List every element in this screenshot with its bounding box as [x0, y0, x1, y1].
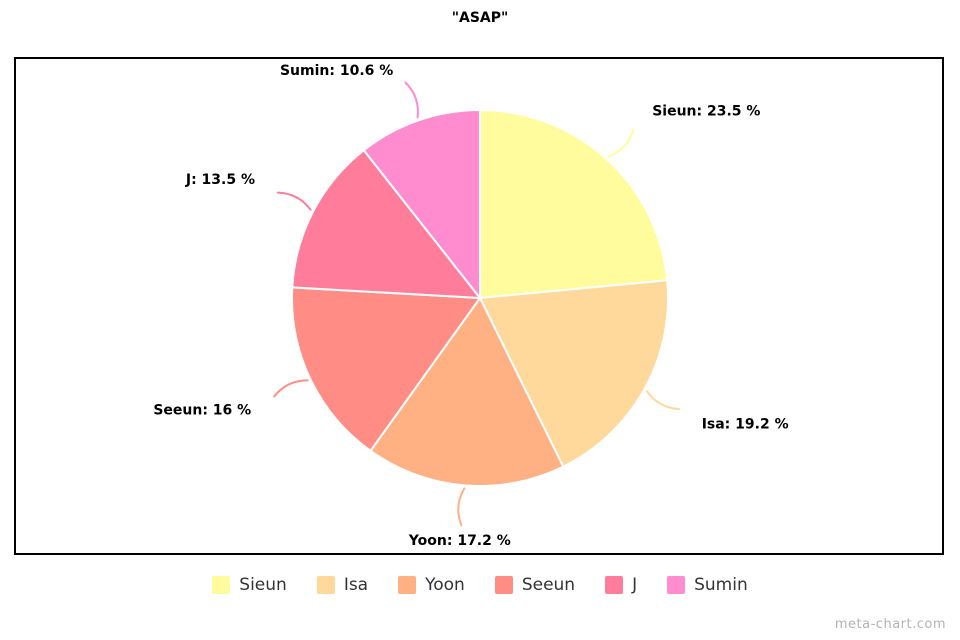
- legend: Sieun Isa Yoon Seeun J Sumin: [0, 575, 960, 595]
- callout-sumin: Sumin: 10.6 %: [280, 63, 393, 79]
- chart-frame: Sieun: 23.5 % Isa: 19.2 % Yoon: 17.2 % Seeu…: [14, 57, 944, 555]
- legend-swatch-sieun: [212, 576, 231, 594]
- legend-item-seeun[interactable]: Seeun: [494, 575, 576, 595]
- legend-label: Isa: [343, 575, 369, 595]
- callout-yoon: Yoon: 17.2 %: [408, 533, 511, 549]
- legend-label: Sieun: [239, 575, 287, 595]
- legend-item-sumin[interactable]: Sumin: [667, 575, 748, 595]
- legend-swatch-seeun: [494, 576, 513, 594]
- callout-sieun: Sieun: 23.5 %: [652, 103, 760, 119]
- legend-swatch-j: [605, 576, 624, 594]
- pie-slice-seeun[interactable]: [291, 286, 482, 453]
- legend-label: J: [632, 575, 638, 595]
- legend-swatch-yoon: [398, 576, 417, 594]
- pie-slice-isa[interactable]: [478, 279, 669, 468]
- legend-item-yoon[interactable]: Yoon: [398, 575, 465, 595]
- leader-line-sieun: [607, 128, 635, 158]
- leader-line-isa: [645, 390, 681, 411]
- legend-swatch-isa: [316, 576, 335, 594]
- callout-isa: Isa: 19.2 %: [702, 416, 789, 432]
- chart-title: "ASAP": [451, 10, 509, 26]
- pie-slice-j[interactable]: [291, 148, 483, 300]
- legend-label: Yoon: [425, 575, 465, 595]
- leader-line-j: [276, 191, 312, 211]
- legend-item-isa[interactable]: Isa: [316, 575, 369, 595]
- pie-slice-sieun[interactable]: [479, 108, 669, 300]
- legend-swatch-sumin: [667, 576, 686, 594]
- leader-line-yoon: [457, 487, 466, 527]
- legend-label: Sumin: [694, 575, 748, 595]
- leader-line-sumin: [404, 81, 419, 119]
- watermark: meta-chart.com: [834, 617, 946, 632]
- legend-label: Seeun: [521, 575, 576, 595]
- legend-item-j[interactable]: J: [605, 575, 637, 595]
- callout-j: J: 13.5 %: [185, 172, 255, 188]
- callout-seeun: Seeun: 16 %: [153, 403, 251, 419]
- pie-slice-yoon[interactable]: [369, 296, 565, 487]
- leader-line-seeun: [273, 379, 309, 398]
- pie-chart: Sieun: 23.5 % Isa: 19.2 % Yoon: 17.2 % Seeu…: [153, 63, 789, 549]
- legend-item-sieun[interactable]: Sieun: [212, 575, 287, 595]
- pie-slice-sumin[interactable]: [362, 108, 481, 301]
